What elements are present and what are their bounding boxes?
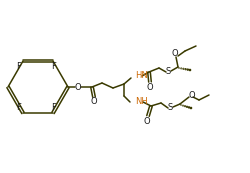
Text: HN: HN [135, 71, 148, 80]
Text: F: F [52, 62, 57, 71]
Text: O: O [172, 48, 178, 57]
Circle shape [186, 106, 188, 107]
Text: O: O [75, 83, 81, 92]
Circle shape [188, 107, 190, 108]
Circle shape [190, 107, 192, 109]
Circle shape [187, 69, 188, 70]
Text: F: F [16, 103, 21, 112]
Text: O: O [147, 83, 153, 92]
Text: S: S [168, 103, 172, 112]
Text: O: O [144, 116, 150, 125]
Circle shape [181, 68, 182, 69]
Text: O: O [189, 92, 195, 101]
Text: O: O [91, 98, 97, 107]
Text: F: F [16, 62, 21, 71]
Text: NH: NH [135, 98, 148, 107]
Text: F: F [52, 103, 57, 112]
Text: S: S [166, 67, 170, 76]
Circle shape [185, 69, 186, 70]
